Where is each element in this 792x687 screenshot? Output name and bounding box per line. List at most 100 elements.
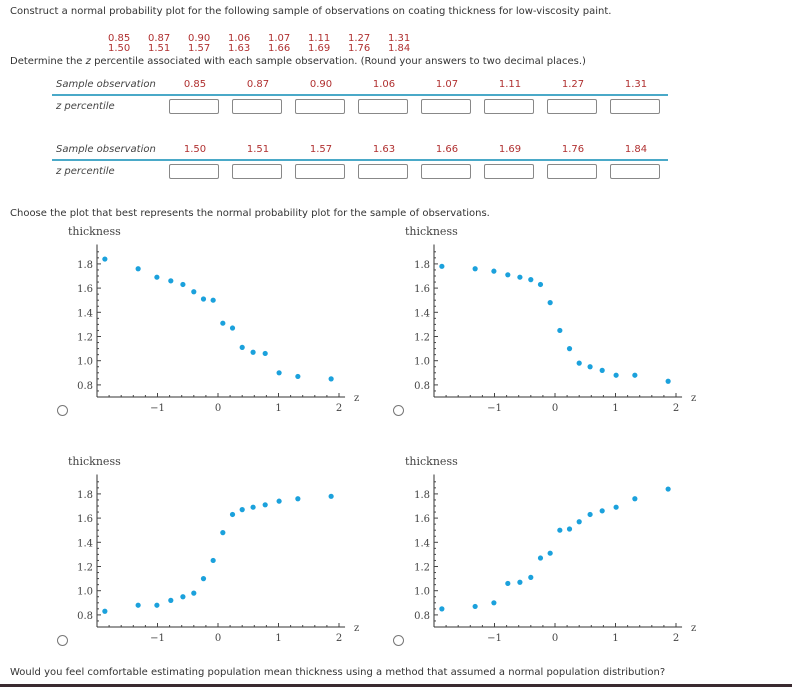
z-percentile-input[interactable] <box>421 99 471 114</box>
plot-option-3-radio[interactable] <box>57 635 68 646</box>
z-percentile-input[interactable] <box>484 164 534 179</box>
data-point <box>576 519 582 525</box>
data-point <box>599 367 605 373</box>
observations-row-2: 1.50 1.51 1.57 1.63 1.66 1.69 1.76 1.84 <box>108 43 428 54</box>
data-point <box>613 504 619 510</box>
data-point <box>295 373 301 380</box>
plot-option-4-radio[interactable] <box>393 635 404 646</box>
observation: 1.84 <box>388 43 411 54</box>
data-point <box>517 579 523 585</box>
x-tick-label: 0 <box>552 633 558 644</box>
z-percentile-input[interactable] <box>358 99 408 114</box>
data-point <box>154 274 160 280</box>
data-point <box>537 281 544 288</box>
y-axis-label: thickness <box>68 455 121 468</box>
data-point <box>632 496 638 502</box>
data-point <box>328 493 334 499</box>
plot-option-1-radio[interactable] <box>57 405 68 416</box>
intro-text: Construct a normal probability plot for … <box>10 6 612 17</box>
z-percentile-input[interactable] <box>232 99 282 114</box>
data-point <box>262 350 268 357</box>
y-tick-label: 0.8 <box>414 381 430 392</box>
x-tick-label: −1 <box>487 633 502 644</box>
z-percentile-input[interactable] <box>547 99 597 114</box>
y-tick-label: 1.8 <box>414 260 430 271</box>
y-tick-label: 1.8 <box>77 260 93 271</box>
z-percentile-input[interactable] <box>295 164 345 179</box>
table-value: 1.50 <box>183 144 207 155</box>
z-percentile-input[interactable] <box>232 164 282 179</box>
z-percentile-input[interactable] <box>421 164 471 179</box>
data-point <box>220 530 226 536</box>
z-percentile-input[interactable] <box>169 99 219 114</box>
y-tick-label: 1.6 <box>77 514 93 525</box>
instruction-pre: Determine the <box>10 56 86 67</box>
data-point <box>276 370 282 376</box>
plot-option-2-radio[interactable] <box>393 405 404 416</box>
z-percentile-label: z percentile <box>56 101 115 112</box>
data-point <box>239 344 245 350</box>
table-value: 0.85 <box>183 79 207 90</box>
data-point <box>229 325 236 331</box>
data-point <box>599 508 605 514</box>
z-percentile-input[interactable] <box>610 99 660 114</box>
data-point <box>547 300 553 306</box>
data-point <box>154 602 160 608</box>
x-tick-label: 0 <box>552 403 558 414</box>
table-divider <box>52 94 668 96</box>
data-point <box>229 511 236 518</box>
x-tick-label: 1 <box>275 403 281 414</box>
observation: 1.27 <box>348 33 371 44</box>
instruction-post: percentile associated with each sample o… <box>90 56 586 67</box>
data-point <box>566 346 573 352</box>
z-percentile-input[interactable] <box>358 164 408 179</box>
data-point <box>135 602 141 608</box>
z-percentile-input[interactable] <box>610 164 660 179</box>
table-value: 1.84 <box>624 144 648 155</box>
z-percentile-input[interactable] <box>547 164 597 179</box>
y-tick-label: 1.0 <box>77 587 93 598</box>
data-point <box>587 364 593 370</box>
table-value: 1.51 <box>246 144 270 155</box>
observation: 0.85 <box>108 33 131 44</box>
y-tick-label: 1.4 <box>77 308 93 319</box>
data-point <box>168 278 174 284</box>
table-value: 1.63 <box>372 144 396 155</box>
x-tick-label: 2 <box>673 633 679 644</box>
data-point <box>547 550 553 556</box>
final-question-text: Would you feel comfortable estimating po… <box>10 667 666 678</box>
x-axis-label: z <box>354 623 359 634</box>
y-tick-label: 1.0 <box>414 587 430 598</box>
x-tick-label: 1 <box>612 403 618 414</box>
bottom-edge <box>0 684 792 687</box>
data-point <box>557 527 563 533</box>
data-point <box>566 526 573 532</box>
z-percentile-input[interactable] <box>484 99 534 114</box>
table-value: 1.76 <box>561 144 585 155</box>
data-point <box>168 597 174 603</box>
y-tick-label: 1.8 <box>414 490 430 501</box>
data-point <box>537 555 544 561</box>
x-tick-label: −1 <box>487 403 502 414</box>
z-percentile-input[interactable] <box>295 99 345 114</box>
table-value: 1.31 <box>624 79 648 90</box>
x-tick-label: 1 <box>275 633 281 644</box>
y-tick-label: 0.8 <box>414 611 430 622</box>
y-tick-label: 0.8 <box>77 611 93 622</box>
data-point <box>102 256 108 262</box>
y-tick-label: 1.4 <box>414 538 430 549</box>
z-percentile-input[interactable] <box>169 164 219 179</box>
y-tick-label: 0.8 <box>77 381 93 392</box>
instruction-text: Determine the z percentile associated wi… <box>10 56 586 67</box>
observation: 0.90 <box>188 33 211 44</box>
data-point <box>472 266 478 272</box>
data-point <box>276 498 282 504</box>
data-point <box>220 320 226 326</box>
data-point <box>250 349 256 355</box>
x-tick-label: −1 <box>150 403 165 414</box>
table-value: 1.66 <box>435 144 459 155</box>
x-tick-label: 1 <box>612 633 618 644</box>
observation: 1.57 <box>188 43 211 54</box>
data-point <box>210 557 216 564</box>
y-axis-label: thickness <box>68 225 121 238</box>
